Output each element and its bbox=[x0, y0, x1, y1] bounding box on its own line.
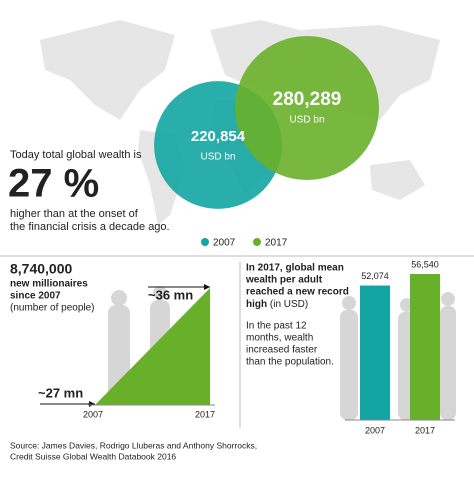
value-label: 52,074 bbox=[361, 271, 389, 281]
millionaires-caption: new millionaires bbox=[10, 279, 88, 290]
legend-label: 2007 bbox=[213, 238, 236, 249]
wealth-bubble bbox=[235, 36, 379, 180]
bubble-unit: USD bn bbox=[200, 152, 235, 163]
x-tick-label: 2017 bbox=[415, 425, 435, 435]
legend-label: 2017 bbox=[265, 238, 288, 249]
legend-swatch bbox=[253, 238, 261, 246]
bubble-value: 280,289 bbox=[273, 89, 342, 110]
headline-intro: Today total global wealth is bbox=[10, 149, 142, 161]
growth-wedge bbox=[95, 288, 210, 405]
bar-title: reached a new record bbox=[246, 287, 349, 298]
source: Credit Suisse Global Wealth Databook 201… bbox=[10, 451, 176, 461]
bar-title: high (in USD) bbox=[246, 299, 308, 310]
bar-title-unit: (in USD) bbox=[270, 299, 308, 310]
arrow-head bbox=[89, 401, 95, 407]
year-label: 2017 bbox=[195, 409, 215, 419]
value-label: 56,540 bbox=[411, 259, 439, 269]
millionaires-note: (number of people) bbox=[10, 303, 95, 314]
bar-note: months, wealth bbox=[246, 333, 313, 344]
bar-title-end: high bbox=[246, 299, 267, 310]
bubble-unit: USD bn bbox=[289, 115, 324, 126]
end-label: ~36 mn bbox=[148, 287, 193, 302]
arrow-head bbox=[204, 284, 210, 290]
year-label: 2007 bbox=[83, 409, 103, 419]
headline-figure: 27 % bbox=[8, 162, 99, 206]
bar-title: wealth per adult bbox=[245, 275, 323, 286]
source: Source: James Davies, Rodrigo Lluberas a… bbox=[10, 440, 257, 450]
bar-note: than the population. bbox=[246, 357, 334, 368]
headline-outro: higher than at the onset of bbox=[10, 208, 139, 220]
legend-swatch bbox=[201, 238, 209, 246]
bar-title: In 2017, global mean bbox=[246, 263, 344, 274]
bubble-value: 220,854 bbox=[191, 128, 246, 145]
headline-outro: the financial crisis a decade ago. bbox=[10, 221, 170, 233]
bar bbox=[410, 274, 440, 420]
millionaires-caption: since 2007 bbox=[10, 291, 61, 302]
bar-note: increased faster bbox=[246, 345, 318, 356]
bar-note: In the past 12 bbox=[246, 321, 307, 332]
bar bbox=[360, 285, 390, 420]
millionaires-count: 8,740,000 bbox=[10, 261, 72, 277]
x-tick-label: 2007 bbox=[365, 425, 385, 435]
start-label: ~27 mn bbox=[38, 385, 83, 400]
